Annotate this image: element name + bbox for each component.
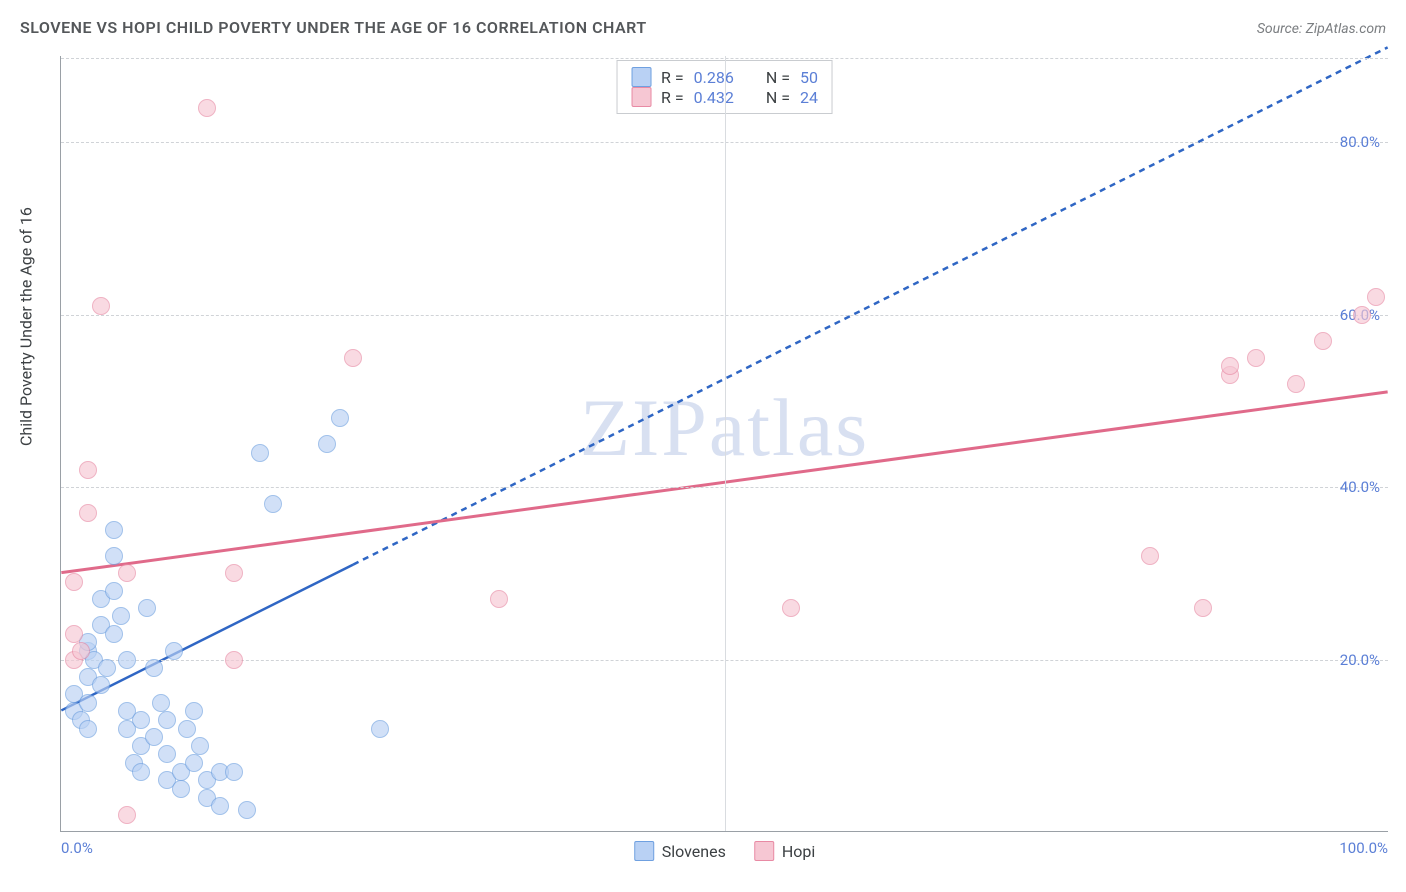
data-point (198, 99, 216, 117)
data-point (238, 801, 256, 819)
data-point (92, 676, 110, 694)
data-point (158, 711, 176, 729)
legend-swatch (631, 67, 651, 87)
legend-swatch (634, 841, 654, 861)
data-point (225, 564, 243, 582)
data-point (118, 806, 136, 824)
data-point (1141, 547, 1159, 565)
data-point (65, 573, 83, 591)
data-point (185, 702, 203, 720)
data-point (1314, 332, 1332, 350)
data-point (79, 504, 97, 522)
data-point (782, 599, 800, 617)
data-point (138, 599, 156, 617)
legend-series-item: Slovenes (634, 841, 726, 861)
legend-r-label: R = (661, 68, 684, 87)
y-tick-label: 80.0% (1340, 133, 1380, 151)
data-point (191, 737, 209, 755)
data-point (172, 780, 190, 798)
chart-title: SLOVENE VS HOPI CHILD POVERTY UNDER THE … (20, 18, 647, 37)
data-point (264, 495, 282, 513)
data-point (145, 728, 163, 746)
data-point (344, 349, 362, 367)
data-point (185, 754, 203, 772)
legend-swatch (754, 841, 774, 861)
gridline-vertical (725, 56, 726, 831)
data-point (65, 625, 83, 643)
data-point (72, 642, 90, 660)
data-point (145, 659, 163, 677)
legend-n-label: N = (766, 68, 790, 87)
y-tick-label: 40.0% (1340, 478, 1380, 496)
data-point (1221, 357, 1239, 375)
data-point (490, 590, 508, 608)
data-point (371, 720, 389, 738)
legend-n-value: 50 (800, 68, 818, 87)
data-point (1353, 306, 1371, 324)
legend-series-item: Hopi (754, 841, 815, 861)
y-axis-label: Child Poverty Under the Age of 16 (17, 207, 36, 446)
data-point (225, 651, 243, 669)
data-point (1367, 288, 1385, 306)
data-point (79, 461, 97, 479)
data-point (112, 607, 130, 625)
legend-n-label: N = (766, 88, 790, 107)
legend-r-value: 0.432 (694, 88, 734, 107)
legend-n-value: 24 (800, 88, 818, 107)
data-point (225, 763, 243, 781)
legend-series-name: Hopi (782, 842, 815, 861)
data-point (132, 763, 150, 781)
data-point (105, 521, 123, 539)
legend-swatch (631, 87, 651, 107)
data-point (118, 651, 136, 669)
legend-series: Slovenes Hopi (634, 841, 816, 861)
chart-source: Source: ZipAtlas.com (1257, 21, 1386, 37)
data-point (158, 745, 176, 763)
data-point (211, 797, 229, 815)
data-point (318, 435, 336, 453)
legend-series-name: Slovenes (662, 842, 726, 861)
data-point (132, 711, 150, 729)
data-point (105, 582, 123, 600)
x-tick-label: 100.0% (1339, 839, 1388, 857)
data-point (105, 547, 123, 565)
data-point (178, 720, 196, 738)
data-point (152, 694, 170, 712)
data-point (79, 720, 97, 738)
data-point (79, 694, 97, 712)
data-point (251, 444, 269, 462)
data-point (1247, 349, 1265, 367)
data-point (1287, 375, 1305, 393)
data-point (105, 625, 123, 643)
data-point (118, 564, 136, 582)
legend-r-label: R = (661, 88, 684, 107)
x-tick-label: 0.0% (61, 839, 93, 857)
data-point (1194, 599, 1212, 617)
data-point (331, 409, 349, 427)
data-point (92, 297, 110, 315)
scatter-plot-area: ZIPatlas R =0.286N =50R =0.432N =24 Slov… (60, 56, 1388, 832)
data-point (98, 659, 116, 677)
y-tick-label: 20.0% (1340, 651, 1380, 669)
data-point (165, 642, 183, 660)
legend-r-value: 0.286 (694, 68, 734, 87)
